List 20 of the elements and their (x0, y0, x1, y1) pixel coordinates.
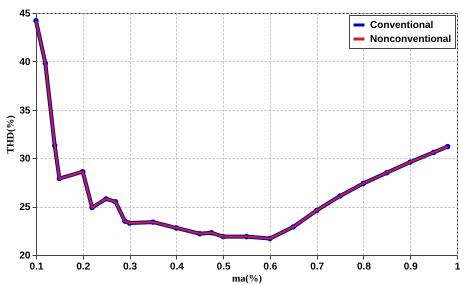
y-tick-label: 20 (19, 250, 31, 262)
x-tick-label: 0.4 (170, 262, 184, 272)
x-tick-label: 0.3 (123, 262, 138, 272)
legend-label: Nonconventional (370, 34, 452, 45)
x-tick-label: 0.1 (30, 262, 44, 272)
x-tick-label: 0.2 (76, 262, 91, 272)
legend-label: Conventional (370, 20, 434, 31)
x-tick-label: 1 (454, 262, 461, 272)
x-tick-label: 0.8 (356, 262, 372, 272)
y-axis-title: THD(%) (5, 115, 16, 154)
x-tick-label: 0.5 (216, 262, 231, 272)
y-tick-label: 40 (19, 56, 31, 68)
y-tick-label: 25 (19, 202, 31, 214)
x-axis-title: ma(%) (232, 274, 262, 284)
y-tick-label: 30 (19, 154, 31, 165)
x-tick-label: 0.9 (404, 262, 418, 272)
y-tick-label: 45 (19, 8, 31, 20)
y-tick-label: 35 (19, 105, 31, 116)
x-tick-label: 0.6 (263, 262, 278, 272)
x-tick-label: 0.7 (310, 262, 325, 272)
